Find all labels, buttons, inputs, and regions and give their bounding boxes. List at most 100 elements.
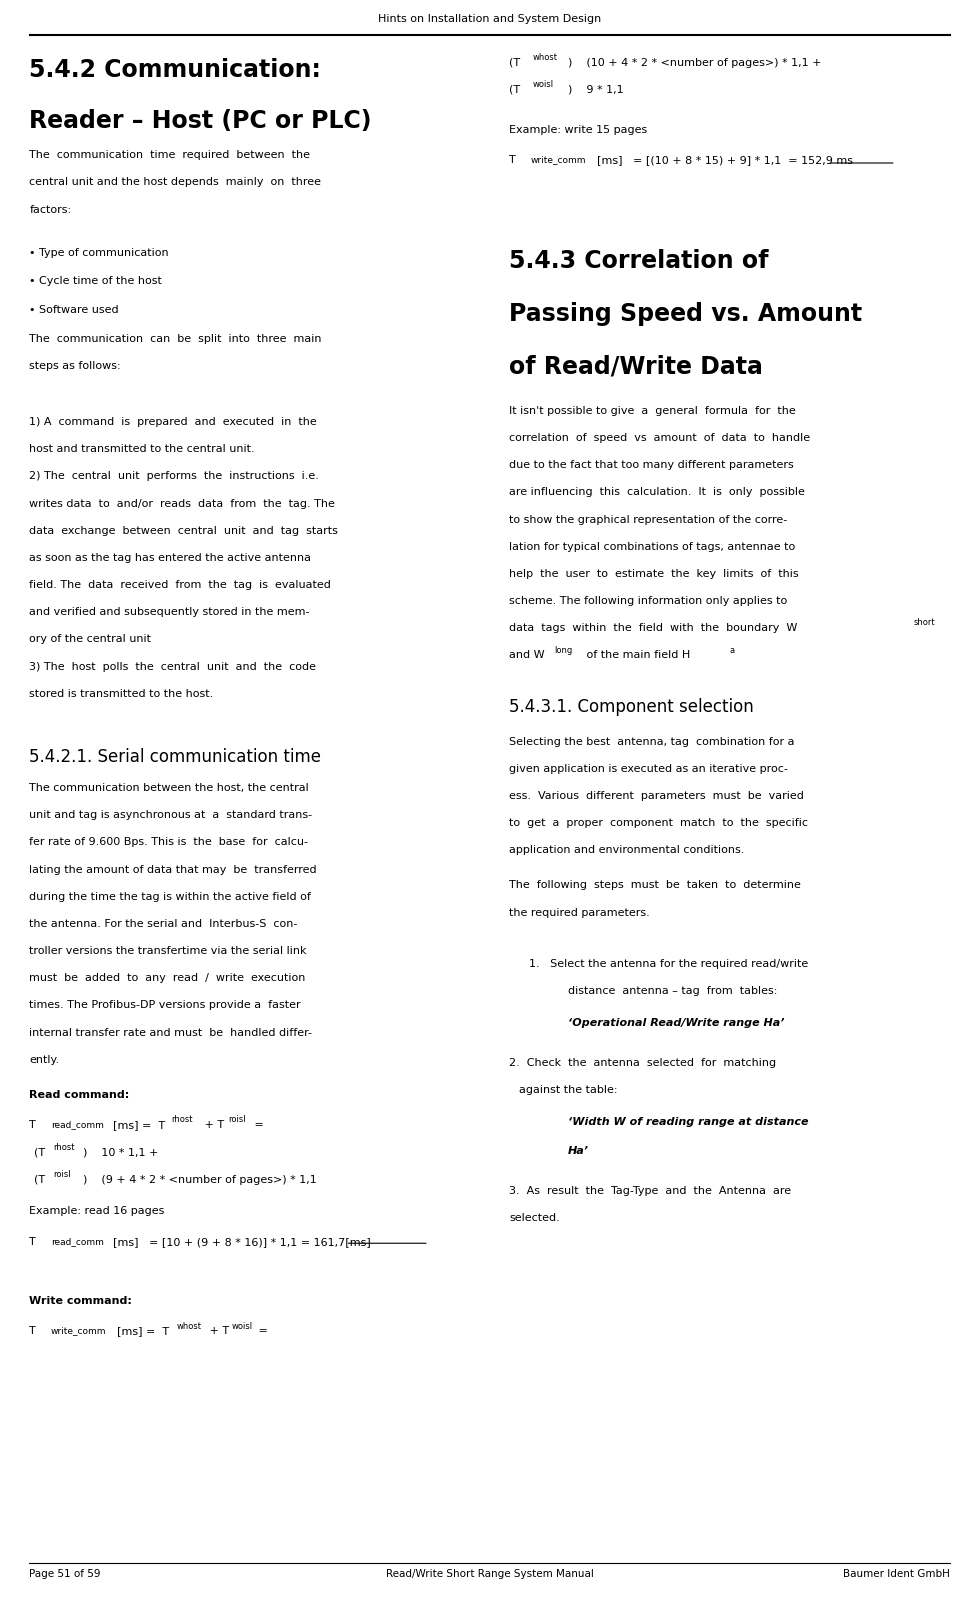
Text: • Cycle time of the host: • Cycle time of the host (29, 276, 162, 286)
Text: rhost: rhost (171, 1115, 193, 1125)
Text: Reader – Host (PC or PLC): Reader – Host (PC or PLC) (29, 109, 372, 133)
Text: Hints on Installation and System Design: Hints on Installation and System Design (378, 14, 600, 24)
Text: to show the graphical representation of the corre-: to show the graphical representation of … (509, 515, 786, 524)
Text: application and environmental conditions.: application and environmental conditions… (509, 845, 743, 855)
Text: Write command:: Write command: (29, 1296, 132, 1306)
Text: internal transfer rate and must  be  handled differ-: internal transfer rate and must be handl… (29, 1028, 312, 1037)
Text: Read command:: Read command: (29, 1090, 129, 1099)
Text: The  communication  time  required  between  the: The communication time required between … (29, 150, 310, 160)
Text: =: = (254, 1326, 267, 1336)
Text: woisl: woisl (532, 80, 554, 89)
Text: the required parameters.: the required parameters. (509, 908, 649, 917)
Text: [ms] =  T: [ms] = T (112, 1120, 164, 1130)
Text: of Read/Write Data: of Read/Write Data (509, 355, 762, 379)
Text: T: T (29, 1326, 36, 1336)
Text: times. The Profibus-DP versions provide a  faster: times. The Profibus-DP versions provide … (29, 1000, 300, 1010)
Text: and W: and W (509, 650, 544, 660)
Text: unit and tag is asynchronous at  a  standard trans-: unit and tag is asynchronous at a standa… (29, 810, 312, 820)
Text: lating the amount of data that may  be  transferred: lating the amount of data that may be tr… (29, 865, 317, 874)
Text: write_comm: write_comm (51, 1326, 107, 1336)
Text: + T: + T (205, 1326, 229, 1336)
Text: roisl: roisl (53, 1170, 70, 1179)
Text: writes data  to  and/or  reads  data  from  the  tag. The: writes data to and/or reads data from th… (29, 499, 334, 508)
Text: ess.  Various  different  parameters  must  be  varied: ess. Various different parameters must b… (509, 791, 803, 801)
Text: • Type of communication: • Type of communication (29, 248, 169, 257)
Text: to  get  a  proper  component  match  to  the  specific: to get a proper component match to the s… (509, 818, 807, 828)
Text: stored is transmitted to the host.: stored is transmitted to the host. (29, 689, 213, 698)
Text: The  following  steps  must  be  taken  to  determine: The following steps must be taken to det… (509, 880, 800, 890)
Text: 5.4.3.1. Component selection: 5.4.3.1. Component selection (509, 698, 753, 716)
Text: T: T (509, 155, 515, 165)
Text: )    (9 + 4 * 2 * <number of pages>) * 1,1: ) (9 + 4 * 2 * <number of pages>) * 1,1 (83, 1175, 317, 1184)
Text: Page 51 of 59: Page 51 of 59 (29, 1569, 101, 1579)
Text: short: short (912, 618, 934, 628)
Text: [ms]   = [10 + (9 + 8 * 16)] * 1,1 = 161,7[ms]: [ms] = [10 + (9 + 8 * 16)] * 1,1 = 161,7… (112, 1237, 370, 1246)
Text: 3) The  host  polls  the  central  unit  and  the  code: 3) The host polls the central unit and t… (29, 662, 316, 671)
Text: data  tags  within  the  field  with  the  boundary  W: data tags within the field with the boun… (509, 623, 797, 633)
Text: 2.  Check  the  antenna  selected  for  matching: 2. Check the antenna selected for matchi… (509, 1058, 776, 1067)
Text: data  exchange  between  central  unit  and  tag  starts: data exchange between central unit and t… (29, 526, 338, 535)
Text: field. The  data  received  from  the  tag  is  evaluated: field. The data received from the tag is… (29, 580, 331, 590)
Text: given application is executed as an iterative proc-: given application is executed as an iter… (509, 764, 787, 773)
Text: Passing Speed vs. Amount: Passing Speed vs. Amount (509, 302, 862, 326)
Text: [ms] =  T: [ms] = T (117, 1326, 169, 1336)
Text: and verified and subsequently stored in the mem-: and verified and subsequently stored in … (29, 607, 310, 617)
Text: whost: whost (532, 53, 557, 62)
Text: (T: (T (509, 85, 519, 94)
Text: the antenna. For the serial and  Interbus-S  con-: the antenna. For the serial and Interbus… (29, 919, 297, 928)
Text: 1.   Select the antenna for the required read/write: 1. Select the antenna for the required r… (528, 959, 807, 968)
Text: central unit and the host depends  mainly  on  three: central unit and the host depends mainly… (29, 177, 321, 187)
Text: (T: (T (34, 1147, 45, 1157)
Text: )    10 * 1,1 +: ) 10 * 1,1 + (83, 1147, 158, 1157)
Text: read_comm: read_comm (51, 1120, 104, 1130)
Text: (T: (T (34, 1175, 45, 1184)
Text: troller versions the transfertime via the serial link: troller versions the transfertime via th… (29, 946, 306, 956)
Text: read_comm: read_comm (51, 1237, 104, 1246)
Text: )    (10 + 4 * 2 * <number of pages>) * 1,1 +: ) (10 + 4 * 2 * <number of pages>) * 1,1… (567, 58, 821, 67)
Text: The  communication  can  be  split  into  three  main: The communication can be split into thre… (29, 334, 322, 344)
Text: 5.4.2 Communication:: 5.4.2 Communication: (29, 58, 321, 81)
Text: distance  antenna – tag  from  tables:: distance antenna – tag from tables: (567, 986, 777, 996)
Text: during the time the tag is within the active field of: during the time the tag is within the ac… (29, 892, 311, 901)
Text: due to the fact that too many different parameters: due to the fact that too many different … (509, 460, 793, 470)
Text: Read/Write Short Range System Manual: Read/Write Short Range System Manual (385, 1569, 593, 1579)
Text: )    9 * 1,1: ) 9 * 1,1 (567, 85, 623, 94)
Text: as soon as the tag has entered the active antenna: as soon as the tag has entered the activ… (29, 553, 311, 562)
Text: woisl: woisl (232, 1322, 253, 1331)
Text: 2) The  central  unit  performs  the  instructions  i.e.: 2) The central unit performs the instruc… (29, 471, 319, 481)
Text: (T: (T (509, 58, 519, 67)
Text: fer rate of 9.600 Bps. This is  the  base  for  calcu-: fer rate of 9.600 Bps. This is the base … (29, 837, 308, 847)
Text: 1) A  command  is  prepared  and  executed  in  the: 1) A command is prepared and executed in… (29, 417, 317, 427)
Text: ‘Width W of reading range at distance: ‘Width W of reading range at distance (567, 1117, 808, 1127)
Text: [ms]   = [(10 + 8 * 15) + 9] * 1,1  = 152,9 ms: [ms] = [(10 + 8 * 15) + 9] * 1,1 = 152,9… (597, 155, 852, 165)
Text: factors:: factors: (29, 205, 71, 214)
Text: rhost: rhost (53, 1143, 74, 1152)
Text: write_comm: write_comm (530, 155, 586, 165)
Text: Selecting the best  antenna, tag  combination for a: Selecting the best antenna, tag combinat… (509, 737, 794, 746)
Text: Ha’: Ha’ (567, 1146, 588, 1155)
Text: roisl: roisl (228, 1115, 245, 1125)
Text: scheme. The following information only applies to: scheme. The following information only a… (509, 596, 786, 606)
Text: host and transmitted to the central unit.: host and transmitted to the central unit… (29, 444, 254, 454)
Text: Example: write 15 pages: Example: write 15 pages (509, 125, 646, 134)
Text: T: T (29, 1120, 36, 1130)
Text: lation for typical combinations of tags, antennae to: lation for typical combinations of tags,… (509, 542, 794, 551)
Text: 5.4.2.1. Serial communication time: 5.4.2.1. Serial communication time (29, 748, 321, 765)
Text: steps as follows:: steps as follows: (29, 361, 121, 371)
Text: Example: read 16 pages: Example: read 16 pages (29, 1206, 164, 1216)
Text: • Software used: • Software used (29, 305, 119, 315)
Text: The communication between the host, the central: The communication between the host, the … (29, 783, 309, 793)
Text: =: = (250, 1120, 263, 1130)
Text: Baumer Ident GmbH: Baumer Ident GmbH (842, 1569, 949, 1579)
Text: 3.  As  result  the  Tag-Type  and  the  Antenna  are: 3. As result the Tag-Type and the Antenn… (509, 1186, 790, 1195)
Text: against the table:: against the table: (518, 1085, 617, 1095)
Text: ‘Operational Read/Write range Ha’: ‘Operational Read/Write range Ha’ (567, 1018, 783, 1028)
Text: correlation  of  speed  vs  amount  of  data  to  handle: correlation of speed vs amount of data t… (509, 433, 810, 443)
Text: It isn't possible to give  a  general  formula  for  the: It isn't possible to give a general form… (509, 406, 795, 415)
Text: selected.: selected. (509, 1213, 559, 1222)
Text: whost: whost (176, 1322, 201, 1331)
Text: a: a (729, 646, 734, 655)
Text: T: T (29, 1237, 36, 1246)
Text: 5.4.3 Correlation of: 5.4.3 Correlation of (509, 249, 768, 273)
Text: are influencing  this  calculation.  It  is  only  possible: are influencing this calculation. It is … (509, 487, 804, 497)
